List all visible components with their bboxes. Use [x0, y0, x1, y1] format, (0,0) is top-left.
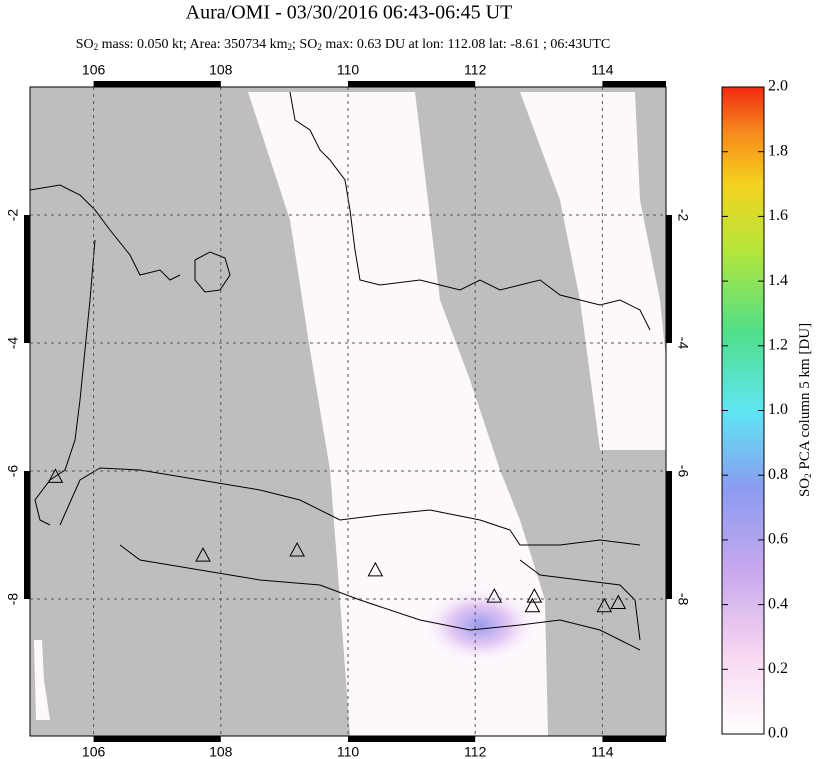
y-tick-label: -8 [5, 593, 21, 606]
subscript: 2 [288, 42, 293, 52]
x-tick-label: 112 [464, 744, 487, 759]
frame-band [24, 471, 30, 600]
y-tick-label: -6 [5, 465, 21, 478]
colorbar-tick-label: 0.0 [768, 725, 788, 742]
x-tick-label: 106 [82, 744, 106, 759]
frame-band [24, 215, 30, 344]
colorbar-tick-label: 1.0 [768, 401, 788, 418]
x-tick-label: 110 [337, 744, 360, 759]
colorbar-tick-label: 1.8 [768, 142, 788, 159]
graticule [30, 87, 666, 736]
y-tick-label: -2 [675, 209, 691, 222]
y-tick-label: -4 [675, 337, 691, 350]
subscript: 2 [803, 473, 813, 478]
frame-band [602, 736, 666, 742]
frame-band [93, 736, 221, 742]
colorbar-tick-label: 0.6 [768, 531, 788, 548]
frame-band [348, 736, 476, 742]
frame-band [666, 471, 672, 600]
y-tick-label: -4 [5, 337, 21, 350]
colorbar-tick-label: 0.2 [768, 660, 788, 677]
y-tick-label: -6 [675, 465, 691, 478]
subscript: 2 [94, 42, 99, 52]
subscript: 2 [317, 42, 322, 52]
frame-band [348, 81, 476, 87]
text-part: SO [797, 478, 813, 497]
x-tick-label: 106 [82, 62, 106, 78]
text-part: PCA column 5 km [DU] [797, 323, 813, 473]
colorbar-label: SO2 PCA column 5 km [DU] [797, 323, 813, 497]
colorbar [721, 86, 765, 735]
x-tick-label: 112 [464, 62, 487, 78]
subtitle: SO2 mass: 0.050 kt; Area: 350734 km2; SO… [76, 37, 611, 52]
colorbar-tick-label: 2.0 [768, 78, 788, 95]
x-tick-label: 108 [209, 62, 233, 78]
volcano-marker [524, 597, 541, 613]
colorbar-tick-label: 1.4 [768, 272, 788, 289]
volcano-marker [610, 594, 627, 610]
title: Aura/OMI - 03/30/2016 06:43-06:45 UT [186, 2, 513, 24]
frame-band [666, 215, 672, 344]
colorbar-tick-label: 0.4 [768, 595, 788, 612]
y-tick-label: -2 [5, 209, 21, 222]
volcano-marker [47, 468, 64, 483]
volcano-marker [596, 597, 613, 613]
text-part: SO [76, 37, 94, 52]
frame-band [93, 81, 221, 87]
x-tick-label: 114 [591, 744, 614, 759]
x-tick-label: 110 [337, 62, 360, 78]
volcano-marker [367, 561, 384, 577]
colorbar-tick-label: 1.6 [768, 207, 788, 224]
text-part: mass: 0.050 kt; Area: 350734 km [98, 37, 287, 52]
x-tick-label: 114 [591, 62, 614, 78]
map-frame [24, 81, 672, 742]
volcano-marker [289, 541, 305, 557]
frame-band [602, 81, 666, 87]
x-tick-label: 108 [209, 744, 233, 759]
so2-plume [420, 585, 540, 665]
text-part: ; SO [292, 37, 317, 52]
volcano-marker [486, 588, 503, 603]
swath [520, 92, 666, 450]
swath [34, 640, 50, 720]
volcano-marker [195, 547, 211, 562]
text-part: max: 0.63 DU at lon: 112.08 lat: -8.61 ;… [322, 37, 610, 52]
coastlines [30, 91, 651, 651]
colorbar-tick-label: 0.8 [768, 466, 788, 483]
y-tick-label: -8 [675, 593, 691, 606]
swath [248, 92, 548, 736]
colorbar-tick-label: 1.2 [768, 336, 788, 353]
